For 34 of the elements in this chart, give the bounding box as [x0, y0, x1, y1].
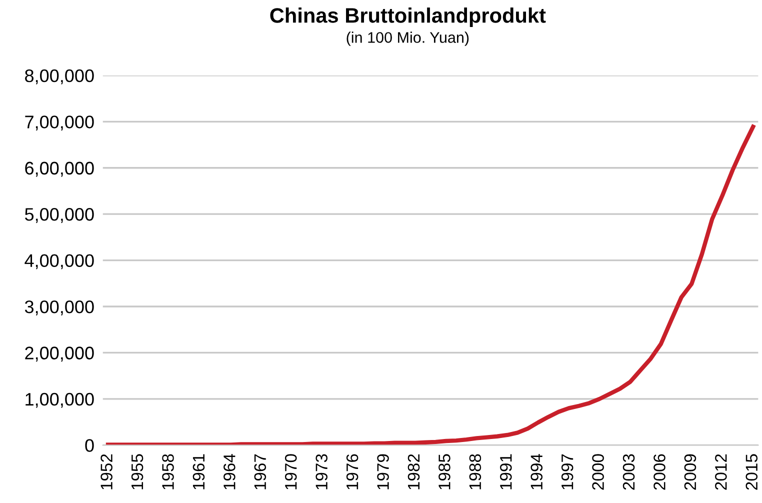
x-tick-label: 2000	[592, 454, 604, 490]
x-tick-label: 1955	[131, 454, 144, 490]
x-tick-label: 2003	[622, 454, 635, 490]
x-tick-label: 1991	[500, 454, 512, 490]
y-tick-label: 2,00,000	[25, 346, 94, 362]
x-tick-label: 1997	[561, 454, 574, 490]
x-tick-label: 2009	[684, 454, 696, 490]
x-tick-label: 1985	[438, 454, 450, 490]
x-tick-label: 2012	[715, 454, 727, 490]
y-tick-label: 6,00,000	[25, 162, 94, 177]
chart-subtitle: (in 100 Mio. Yuan)	[346, 32, 469, 46]
x-tick-label: 1958	[162, 454, 174, 490]
y-tick-label: 3,00,000	[24, 300, 94, 316]
x-tick-label: 2015	[746, 454, 758, 490]
x-tick-label: 1964	[224, 454, 236, 490]
y-tick-label: 5,00,000	[24, 208, 94, 223]
x-tick-label: 1973	[316, 454, 328, 490]
x-tick-label: 1961	[192, 454, 205, 490]
x-tick-label: 1970	[284, 454, 297, 490]
x-tick-label: 1994	[530, 454, 543, 490]
x-tick-label: 1988	[469, 454, 482, 490]
chart-title: Chinas Bruttoinlandprodukt	[270, 8, 546, 27]
x-tick-label: 1952	[100, 454, 112, 490]
y-tick-label: 8,00,000	[25, 69, 94, 84]
y-tick-label: 4,00,000	[24, 254, 94, 270]
y-tick-label: 7,00,000	[25, 116, 94, 131]
x-tick-label: 1979	[377, 454, 389, 490]
x-tick-label: 1967	[254, 454, 266, 490]
x-tick-label: 1982	[408, 454, 420, 490]
x-tick-label: 1976	[346, 454, 358, 490]
y-tick-label: 0	[85, 439, 94, 452]
x-tick-label: 2006	[654, 454, 666, 490]
line-series	[106, 124, 756, 446]
y-tick-label: 1,00,000	[26, 392, 94, 408]
